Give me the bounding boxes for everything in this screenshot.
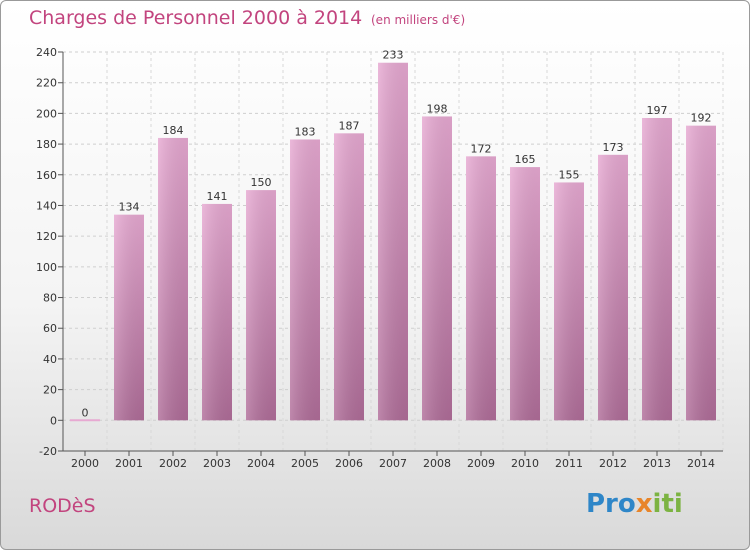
value-label-2009: 172 [471, 142, 492, 155]
x-tick-label-2005: 2005 [291, 457, 319, 470]
x-tick-label-2012: 2012 [599, 457, 627, 470]
value-label-2013: 197 [647, 104, 668, 117]
bar-shade-2014 [686, 125, 716, 421]
y-tick-label: 240 [36, 46, 57, 59]
x-tick-label-2007: 2007 [379, 457, 407, 470]
value-label-2007: 233 [383, 49, 404, 62]
y-tick-label: 100 [36, 261, 57, 274]
bar-shade-2010 [510, 167, 540, 421]
value-label-2004: 150 [251, 176, 272, 189]
y-tick-label: 80 [43, 292, 57, 305]
x-tick-label-2010: 2010 [511, 457, 539, 470]
bar-shade-2009 [466, 156, 496, 421]
bar-shade-2013 [642, 117, 672, 421]
bar-shade-2011 [554, 182, 584, 421]
bar-shade-2001 [114, 214, 144, 421]
y-tick-label: 20 [43, 384, 57, 397]
bar-shade-2006 [334, 133, 364, 421]
x-tick-label-2004: 2004 [247, 457, 275, 470]
x-tick-label-2011: 2011 [555, 457, 583, 470]
value-label-2003: 141 [207, 190, 228, 203]
value-label-2011: 155 [559, 168, 580, 181]
y-tick-label: 200 [36, 107, 57, 120]
y-tick-label: -20 [39, 445, 57, 458]
y-tick-label: 120 [36, 230, 57, 243]
value-label-2010: 165 [515, 153, 536, 166]
chart-subtitle: (en milliers d'€) [371, 13, 466, 27]
x-tick-label-2008: 2008 [423, 457, 451, 470]
bar-shade-2012 [598, 154, 628, 421]
y-tick-label: 160 [36, 169, 57, 182]
city-name: RODèS [29, 495, 96, 517]
x-tick-label-2003: 2003 [203, 457, 231, 470]
proxiti-logo[interactable]: Proxiti [586, 489, 683, 519]
bar-shade-2003 [202, 203, 232, 421]
x-tick-label-2006: 2006 [335, 457, 363, 470]
bar-shade-2002 [158, 137, 188, 421]
value-label-2012: 173 [603, 141, 624, 154]
x-tick-label-2009: 2009 [467, 457, 495, 470]
y-tick-label: 180 [36, 138, 57, 151]
value-label-2006: 187 [339, 119, 360, 132]
y-tick-label: 220 [36, 77, 57, 90]
chart-title: Charges de Personnel 2000 à 2014 [29, 7, 363, 29]
x-tick-label-2014: 2014 [687, 457, 715, 470]
bar-shade-2007 [378, 62, 408, 421]
x-tick-label-2001: 2001 [115, 457, 143, 470]
y-tick-label: 140 [36, 199, 57, 212]
value-label-2014: 192 [691, 112, 712, 125]
bar-shade-2004 [246, 190, 276, 421]
bar-shade-2005 [290, 139, 320, 421]
value-label-2001: 134 [119, 201, 140, 214]
x-tick-label-2002: 2002 [159, 457, 187, 470]
y-tick-label: 60 [43, 322, 57, 335]
value-label-2000: 0 [82, 406, 89, 419]
y-tick-label: 40 [43, 353, 57, 366]
y-tick-label: 0 [50, 414, 57, 427]
x-tick-label-2000: 2000 [71, 457, 99, 470]
bar-shade-2008 [422, 116, 452, 421]
value-label-2005: 183 [295, 125, 316, 138]
x-tick-label-2013: 2013 [643, 457, 671, 470]
value-label-2002: 184 [163, 124, 184, 137]
value-label-2008: 198 [427, 102, 448, 115]
